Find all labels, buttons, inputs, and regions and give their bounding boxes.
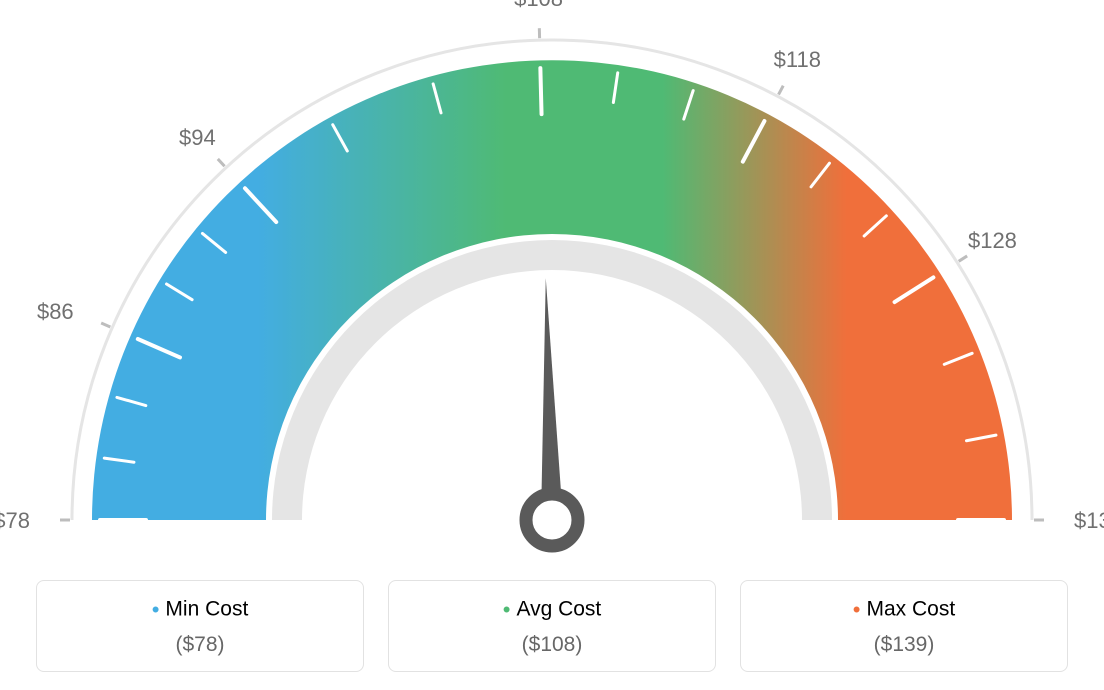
major-tick [540,68,541,114]
gauge-svg: $78 $86 $94 $108 $118 $128 $139 [0,0,1104,560]
tick-label: $118 [774,47,821,72]
legend-value-avg: ($108) [401,633,703,657]
dot-icon: • [853,597,861,622]
legend-title-avg: •Avg Cost [401,597,703,623]
legend-card-max: • Max Cost ($139) [740,580,1068,672]
tick-label: $86 [37,299,74,324]
legend-title-max: • Max Cost [753,597,1055,623]
legend-card-min: •Min Cost ($78) [36,580,364,672]
legend-label-avg: Avg Cost [516,598,601,621]
dot-icon: • [503,597,511,622]
legend-title-min: •Min Cost [49,597,351,623]
dot-icon: • [152,597,160,622]
tick-label: $94 [179,125,216,150]
legend-label-min: Min Cost [165,598,248,621]
gauge-needle [541,278,563,520]
needle-hub [526,494,578,546]
tick-label: $139 [1074,508,1104,533]
outer-ring-tick [959,256,967,261]
legend-row: •Min Cost ($78) •Avg Cost ($108) •Max Co… [0,580,1104,672]
tick-label: $128 [968,228,1017,253]
legend-card-avg: •Avg Cost ($108) [388,580,716,672]
outer-ring-tick [218,159,225,166]
legend-value-min: ($78) [49,633,351,657]
legend-label-max: Max Cost [867,598,956,621]
tick-label: $78 [0,508,30,533]
legend-value-max: ($139) [753,633,1055,657]
tick-label: $108 [514,0,563,11]
outer-ring-tick [779,86,784,95]
gauge-container: $78 $86 $94 $108 $118 $128 $139 [0,0,1104,560]
outer-ring-tick [101,323,110,327]
